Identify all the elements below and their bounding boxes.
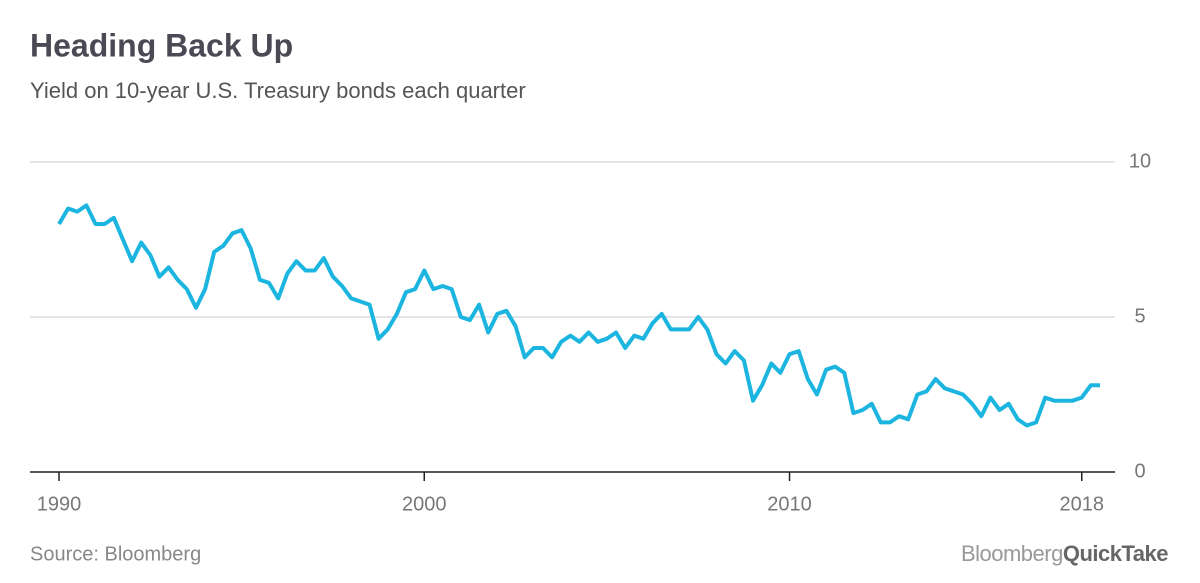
chart-title: Heading Back Up [30,27,293,63]
y-tick-label: 10 [1129,150,1151,172]
brand-part: Bloomberg [961,541,1063,566]
x-tick-label: 1990 [37,493,82,515]
source: Source: Bloomberg [30,543,201,565]
brand-logo: BloombergQuickTake [961,541,1168,566]
x-tick-label: 2018 [1059,493,1104,515]
chart-subtitle: Yield on 10-year U.S. Treasury bonds eac… [30,78,526,103]
line [57,203,1100,428]
brand-part: QuickTake [1063,541,1168,566]
x-tick-label: 2010 [767,493,812,515]
y-tick-label: 0 [1134,460,1145,482]
x-tick-label: 2000 [402,493,447,515]
y-tick-label: 5 [1134,305,1145,327]
